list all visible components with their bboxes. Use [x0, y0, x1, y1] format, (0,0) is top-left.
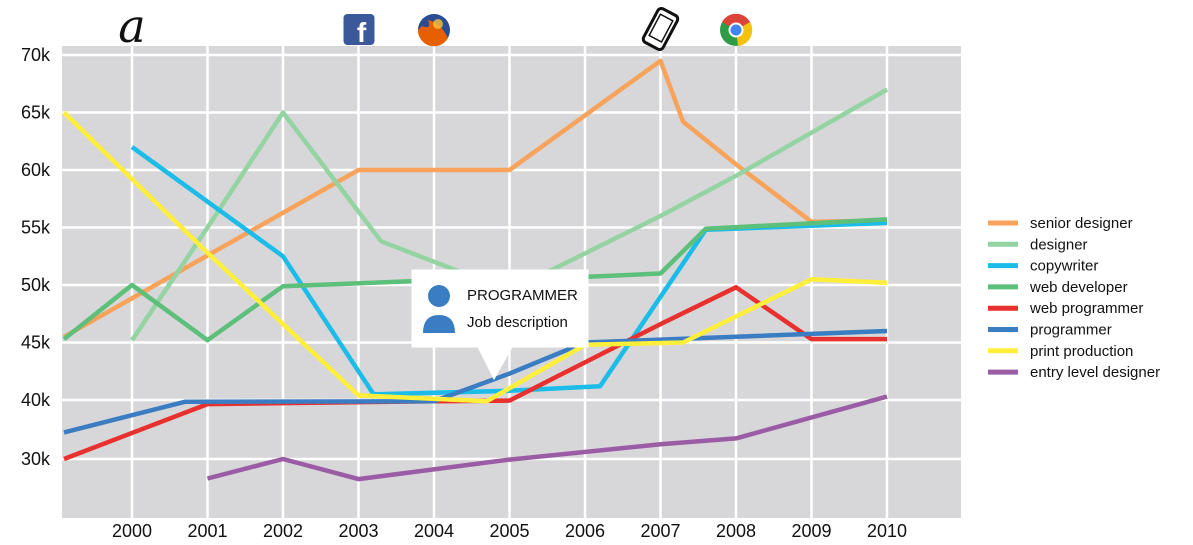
x-tick-label: 2000 — [112, 521, 152, 541]
legend-label: senior designer — [1030, 215, 1133, 232]
legend-label: web programmer — [1029, 300, 1143, 317]
x-tick-label: 2006 — [565, 521, 605, 541]
y-tick-label: 40k — [21, 390, 51, 410]
legend-label: print production — [1030, 343, 1133, 360]
series-lines — [62, 58, 889, 482]
series-line-entry-level-designer[interactable] — [206, 394, 888, 482]
x-tick-label: 2003 — [338, 521, 378, 541]
series-line-programmer[interactable] — [63, 328, 888, 435]
brand-a-icon: a — [118, 0, 145, 53]
y-tick-label: 70k — [21, 45, 51, 65]
programmer-tooltip[interactable]: PROGRAMMER Job description — [411, 269, 589, 381]
tooltip-subtitle: Job description — [467, 314, 568, 331]
legend-label: designer — [1030, 236, 1088, 253]
chrome-icon — [720, 13, 753, 46]
legend: senior designer designer copywriter web dev… — [988, 215, 1160, 381]
y-tick-label: 45k — [21, 333, 51, 353]
person-icon — [423, 285, 455, 333]
x-tick-label: 2002 — [263, 521, 303, 541]
x-tick-label: 2009 — [791, 521, 831, 541]
x-tick-label: 2005 — [489, 521, 529, 541]
series-line-senior-designer[interactable] — [62, 58, 888, 339]
y-tick-label: 65k — [21, 103, 51, 123]
y-tick-label: 50k — [21, 275, 51, 295]
x-axis-ticks: 2000 2001 2002 2003 2004 2005 2006 2007 2008 2009… — [112, 521, 907, 541]
phone-icon — [641, 6, 680, 52]
series-line-print-production[interactable] — [62, 110, 888, 404]
y-tick-label: 30k — [21, 449, 51, 469]
x-tick-label: 2004 — [414, 521, 454, 541]
facebook-icon: f — [343, 14, 375, 48]
facebook-letter: f — [357, 17, 367, 48]
y-tick-label: 55k — [21, 218, 51, 238]
firefox-icon — [417, 14, 450, 47]
x-tick-label: 2010 — [867, 521, 907, 541]
tooltip-box — [411, 269, 589, 381]
x-tick-label: 2001 — [187, 521, 227, 541]
y-axis-ticks: 30k 40k 45k 50k 55k 60k 65k 70k — [21, 45, 51, 469]
x-tick-label: 2008 — [716, 521, 756, 541]
y-tick-label: 60k — [21, 160, 51, 180]
tooltip-title: PROGRAMMER — [467, 287, 578, 304]
legend-label: copywriter — [1030, 258, 1098, 275]
x-tick-label: 2007 — [640, 521, 680, 541]
legend-label: web developer — [1029, 279, 1128, 296]
legend-label: programmer — [1030, 322, 1112, 339]
legend-label: entry level designer — [1030, 364, 1160, 381]
